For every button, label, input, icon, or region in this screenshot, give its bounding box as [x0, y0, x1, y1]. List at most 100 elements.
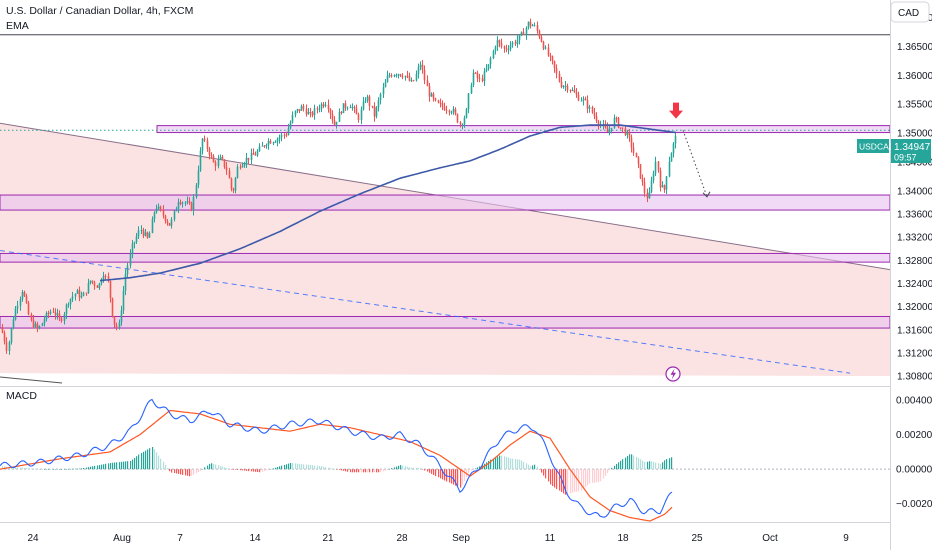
- macd-histogram-bar: [26, 468, 28, 470]
- projection-arrow-head: [702, 191, 711, 198]
- sr-zone-4[interactable]: [0, 315, 891, 329]
- time-axis[interactable]: 24 Aug 7 14 21 28 Sep 11 18 25 Oct 9: [27, 533, 849, 544]
- candle-up: [324, 104, 327, 107]
- macd-histogram-bar: [592, 469, 594, 483]
- candle-down: [632, 147, 635, 153]
- macd-histogram-bar: [53, 469, 55, 470]
- macd-histogram-bar: [171, 469, 173, 473]
- price-tick-label: 1.30800: [897, 372, 932, 383]
- price-tick-label: 1.36000: [897, 71, 932, 82]
- candle-down: [503, 46, 506, 49]
- descending-channel-fill[interactable]: [0, 123, 890, 377]
- macd-histogram-bar: [644, 461, 646, 470]
- candle-down: [454, 109, 457, 114]
- candle-up: [38, 326, 41, 329]
- macd-histogram-bar: [11, 466, 13, 470]
- macd-histogram-bar: [649, 461, 651, 470]
- currency-button[interactable]: CAD: [890, 1, 930, 23]
- macd-histogram-bar: [277, 467, 279, 470]
- macd-histogram-bar: [640, 459, 642, 470]
- indicator-label-macd[interactable]: MACD: [6, 390, 37, 402]
- candle-down: [593, 112, 596, 117]
- candle-up: [241, 165, 244, 168]
- candle-down: [573, 89, 576, 93]
- candle-up: [10, 328, 13, 343]
- candle-down: [85, 292, 88, 294]
- macd-histogram-bar: [574, 469, 576, 493]
- candle-down: [434, 98, 437, 101]
- candle-up: [14, 308, 17, 320]
- macd-histogram-bar: [631, 454, 633, 470]
- sr-zone-1[interactable]: [156, 125, 891, 134]
- macd-histogram-bar: [222, 466, 224, 470]
- candle-down: [619, 127, 622, 129]
- candle-up: [236, 166, 239, 178]
- macd-line[interactable]: [0, 398, 673, 518]
- macd-histogram-bar: [605, 469, 607, 476]
- macd-histogram-bar: [189, 469, 191, 477]
- currency-button-label[interactable]: CAD: [898, 8, 919, 19]
- candle-up: [648, 192, 651, 199]
- price-axis[interactable]: 1.370001.365001.360001.355001.350001.345…: [897, 13, 932, 383]
- candle-up: [393, 75, 396, 77]
- sr-zone-3[interactable]: [0, 252, 891, 263]
- candle-up: [56, 313, 59, 316]
- macd-histogram-bar: [464, 469, 466, 481]
- macd-signal-line[interactable]: [0, 409, 673, 522]
- price-tick-label: 1.33200: [897, 233, 932, 244]
- macd-histogram-bar: [354, 469, 356, 473]
- macd-histogram-bar: [515, 459, 517, 470]
- candle-up: [342, 103, 345, 114]
- candle-down: [522, 32, 525, 35]
- macd-histogram-bar: [268, 469, 270, 470]
- candle-down: [641, 178, 644, 183]
- macd-histogram-bar: [477, 467, 479, 470]
- macd-histogram-bar: [460, 469, 462, 488]
- candle-down: [322, 104, 325, 107]
- macd-histogram-bar: [334, 469, 336, 470]
- candle-up: [483, 71, 486, 81]
- macd-histogram-bar: [440, 469, 442, 479]
- lightning-icon[interactable]: [665, 366, 681, 382]
- indicator-label-ema[interactable]: EMA: [6, 20, 29, 32]
- price-tick-label: 1.35000: [897, 129, 932, 140]
- macd-histogram-bar: [479, 466, 481, 470]
- macd-histogram-bar: [182, 469, 184, 475]
- macd-pane[interactable]: [0, 398, 890, 522]
- price-tick-label: 1.33600: [897, 210, 932, 221]
- candle-up: [452, 109, 455, 113]
- macd-histogram-bar: [178, 469, 180, 474]
- macd-histogram-bar: [288, 463, 290, 470]
- macd-histogram-bar: [572, 469, 574, 493]
- candle-down: [432, 93, 435, 99]
- macd-histogram-bar: [321, 466, 323, 470]
- macd-histogram-bar: [108, 463, 110, 470]
- macd-histogram-bar: [123, 461, 125, 470]
- macd-histogram-bar: [17, 467, 19, 470]
- currency-button-frame[interactable]: [890, 1, 930, 23]
- macd-histogram-bar: [517, 459, 519, 470]
- lightning-icon-bolt[interactable]: [670, 368, 677, 380]
- sr-zone-2[interactable]: [0, 194, 891, 211]
- candle-up: [527, 21, 530, 28]
- macd-histogram-bar: [347, 469, 349, 472]
- macd-histogram-bar: [295, 463, 297, 470]
- annotation-layer: [669, 102, 711, 198]
- candle-down: [481, 78, 484, 81]
- candle-up: [395, 74, 398, 76]
- macd-axis[interactable]: 0.00400 0.00200 0.00000 −0.00200: [896, 396, 932, 511]
- candle-up: [280, 134, 283, 138]
- time-tick-label: 21: [322, 533, 334, 544]
- candle-down: [646, 192, 649, 199]
- candle-up: [318, 108, 321, 110]
- ema-line[interactable]: [99, 124, 677, 282]
- macd-histogram-bar: [552, 469, 554, 487]
- macd-tick-label: 0.00000: [896, 465, 932, 476]
- candle-up: [313, 108, 316, 116]
- candle-up: [382, 87, 385, 95]
- dashed-trend-line[interactable]: [0, 250, 851, 374]
- candle-up: [507, 49, 510, 51]
- channel-lower-line[interactable]: [0, 376, 63, 384]
- macd-histogram-bar: [273, 468, 275, 470]
